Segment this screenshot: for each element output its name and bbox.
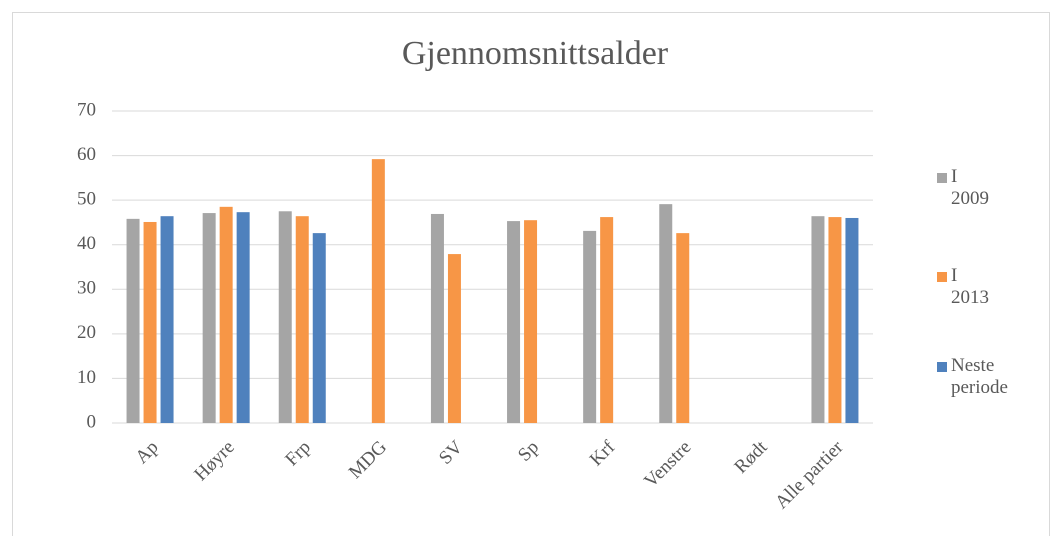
bar (524, 220, 538, 423)
bar (447, 254, 461, 423)
legend-swatch (937, 272, 947, 282)
bar (371, 159, 385, 423)
bar (143, 221, 157, 423)
bar (202, 213, 216, 423)
bar (828, 217, 842, 423)
legend-label: Neste periode (951, 355, 1008, 398)
y-tick-label: 60 (77, 144, 96, 165)
bar (507, 221, 521, 423)
bar (845, 217, 859, 423)
legend-label: I 2009 (951, 166, 989, 209)
y-tick-label: 50 (77, 189, 96, 210)
bar (811, 216, 825, 423)
y-tick-label: 0 (87, 411, 97, 432)
bar (583, 230, 597, 423)
y-tick-label: 20 (77, 322, 96, 343)
y-tick-label: 10 (77, 367, 96, 388)
bar (600, 217, 614, 423)
y-tick-label: 40 (77, 233, 96, 254)
bar (312, 233, 326, 423)
bar (219, 206, 233, 423)
bar (295, 216, 309, 423)
bar (126, 218, 140, 423)
legend-swatch (937, 362, 947, 372)
y-tick-label: 30 (77, 278, 96, 299)
legend-swatch (937, 173, 947, 183)
chart-title: Gjennomsnittsalder (402, 35, 669, 72)
bar (659, 204, 673, 423)
y-tick-label: 70 (77, 99, 96, 120)
bar (236, 212, 250, 423)
bar (160, 216, 174, 423)
bar (676, 233, 690, 423)
legend-label: I 2013 (951, 265, 989, 308)
bar (430, 213, 444, 423)
bar (278, 211, 292, 423)
